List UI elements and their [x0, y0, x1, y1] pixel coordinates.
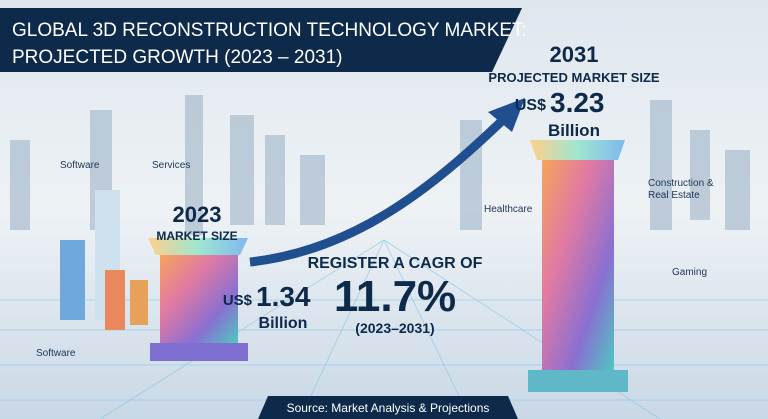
segment-label: Gaming	[672, 267, 707, 278]
city-model	[60, 190, 148, 330]
source: Source: Market Analysis & Projections	[287, 401, 490, 415]
segment-label: Software	[36, 348, 76, 359]
segment-label: Healthcare	[484, 204, 533, 215]
caption: PROJECTED MARKET SIZE	[488, 70, 660, 85]
amount: 3.23	[550, 87, 605, 118]
currency: US$	[223, 292, 253, 309]
cagr-period: (2023–2031)	[355, 320, 434, 336]
year: 2023	[173, 202, 222, 227]
unit: Billion	[548, 121, 600, 140]
segment-label: Construction & Real Estate	[648, 178, 714, 201]
pillar-2023	[148, 238, 248, 361]
caption: MARKET SIZE	[156, 229, 237, 243]
growth-arrow	[249, 114, 509, 267]
title-line: GLOBAL 3D RECONSTRUCTION TECHNOLOGY MARK…	[12, 20, 527, 41]
arrow-head	[488, 98, 525, 132]
pillar-2031	[528, 140, 628, 392]
title-line: PROJECTED GROWTH (2023 – 2031)	[12, 47, 342, 68]
segment-label: Services	[152, 160, 190, 171]
year: 2031	[550, 42, 599, 67]
currency: US$	[515, 97, 546, 114]
source-banner	[258, 396, 518, 419]
floor-grid	[0, 239, 768, 419]
title-banner	[0, 8, 522, 72]
unit: Billion	[259, 315, 308, 332]
segment-label: Software	[60, 160, 100, 171]
cagr-lead: REGISTER A CAGR OF	[308, 255, 483, 272]
cagr-value: 11.7%	[334, 272, 456, 321]
amount: 1.34	[256, 281, 311, 312]
